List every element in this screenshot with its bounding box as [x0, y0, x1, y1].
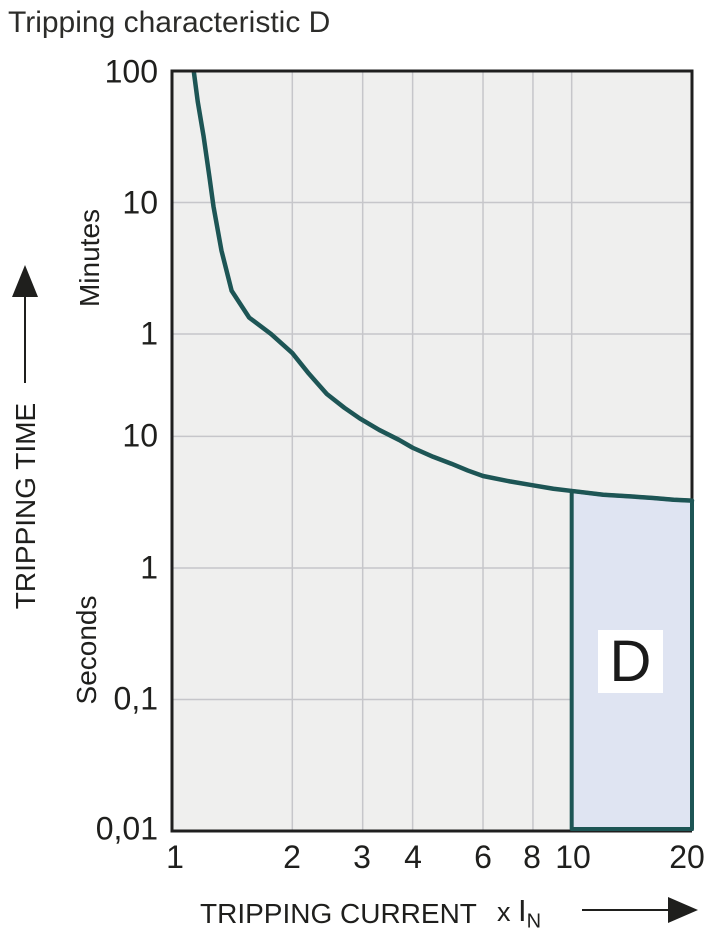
y-tick-label: 0,01	[95, 810, 158, 847]
x-tick-label: 2	[283, 839, 301, 875]
y-axis-up-arrow-icon	[12, 265, 38, 383]
x-tick-label: 3	[353, 839, 371, 875]
x-tick-label: 4	[404, 839, 422, 875]
chart-title: Tripping characteristic D	[8, 6, 331, 39]
x-tick-label: 20	[669, 839, 705, 875]
y-tick-label: 1	[140, 549, 158, 586]
plot-area	[170, 69, 695, 833]
y-unit-seconds-label: Seconds	[71, 595, 102, 705]
y-axis-title: TRIPPING TIME	[10, 402, 41, 610]
y-tick-label: 100	[104, 53, 158, 90]
x-axis-right-arrow-icon	[582, 897, 698, 923]
x-tick-label: 1	[166, 839, 184, 875]
x-tick-label: 10	[555, 839, 591, 875]
x-tick-label: 6	[474, 839, 492, 875]
multiplier-sub: N	[526, 910, 542, 933]
y-unit-minutes-label: Minutes	[74, 208, 105, 308]
y-tick-label: 10	[122, 184, 158, 221]
multiplier-base: I	[518, 893, 527, 928]
x-axis-multiplier: x IN	[497, 893, 541, 933]
region-label-box: D	[598, 630, 663, 693]
x-tick-label: 8	[523, 839, 541, 875]
y-tick-label: 10	[122, 417, 158, 454]
y-tick-label: 0,1	[113, 680, 158, 717]
y-tick-label: 1	[140, 315, 158, 352]
multiplier-x: x	[497, 897, 511, 927]
x-axis-title: TRIPPING CURRENT	[200, 898, 477, 929]
region-label: D	[609, 628, 652, 694]
